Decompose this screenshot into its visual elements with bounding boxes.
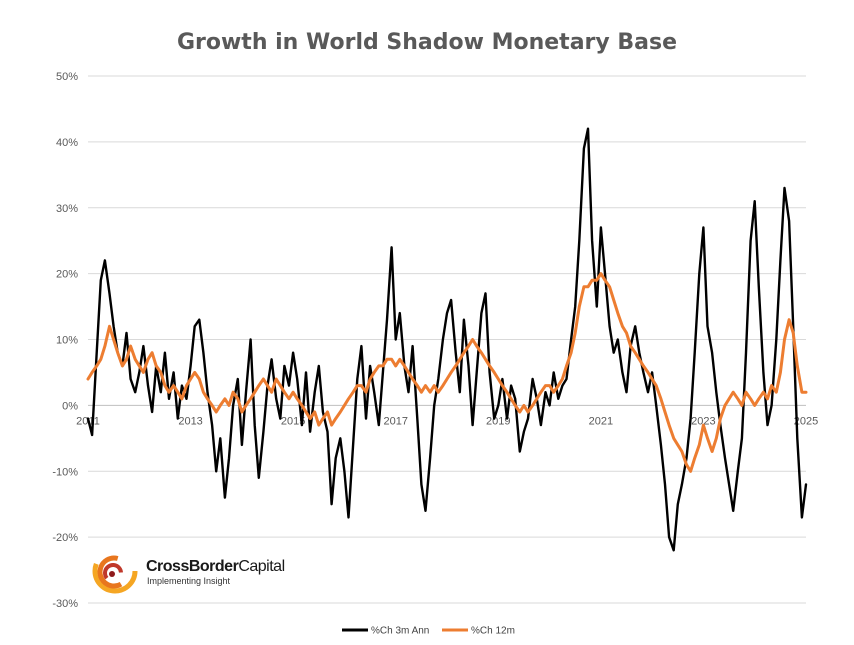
- x-tick-label: 2025: [794, 415, 818, 427]
- logo-name-light: Capital: [238, 558, 285, 575]
- y-tick-label: -20%: [52, 532, 78, 544]
- x-tick-label: 2019: [486, 415, 510, 427]
- y-tick-label: -10%: [52, 466, 78, 478]
- y-tick-label: 10%: [56, 335, 78, 347]
- chart-title: Growth in World Shadow Monetary Base: [176, 30, 678, 55]
- logo-wordmark: CrossBorderCapital: [146, 558, 285, 576]
- x-tick-label: 2021: [589, 415, 613, 427]
- x-axis-ticks: 2011 2013 2015 2017 2019 2021 2023 2025: [76, 415, 818, 427]
- legend-label-0: %Ch 3m Ann: [371, 626, 429, 637]
- x-tick-label: 2013: [178, 415, 202, 427]
- series-lines: [86, 127, 808, 552]
- legend-label-1: %Ch 12m: [471, 626, 515, 637]
- y-tick-label: 0%: [62, 400, 78, 412]
- gridlines: [88, 75, 806, 604]
- legend: %Ch 3m Ann %Ch 12m: [342, 626, 515, 637]
- y-tick-label: 20%: [56, 269, 78, 281]
- crossborder-swirl-icon: [92, 548, 138, 594]
- y-tick-label: 30%: [56, 203, 78, 215]
- series-line-pct-3m-ann: [86, 127, 808, 552]
- series-line-pct-12m: [86, 272, 808, 473]
- logo-name-bold: CrossBorder: [146, 558, 239, 575]
- y-tick-label: -30%: [52, 598, 78, 610]
- x-tick-label: 2015: [281, 415, 305, 427]
- x-tick-label: 2017: [383, 415, 407, 427]
- logo-tagline: Implementing Insight: [147, 576, 231, 586]
- y-tick-label: 40%: [56, 137, 78, 149]
- x-tick-label: 2023: [691, 415, 715, 427]
- crossborder-logo: CrossBorderCapital Implementing Insight: [90, 545, 310, 595]
- y-tick-label: 50%: [56, 71, 78, 83]
- y-axis-ticks: 50% 40% 30% 20% 10% 0% -10% -20% -30%: [52, 71, 78, 610]
